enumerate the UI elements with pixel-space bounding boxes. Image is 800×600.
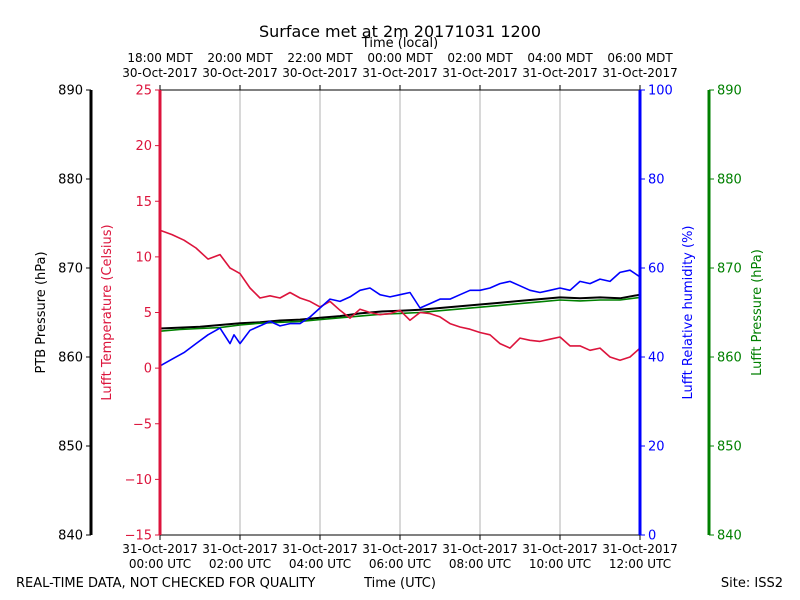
x-tick-label-time: 04:00 UTC — [289, 557, 351, 571]
axis-label-rh: Lufft Relative humidity (%) — [681, 225, 696, 399]
axis-tick-label-temp: 0 — [144, 362, 152, 377]
axis-tick-label-ptb: 840 — [58, 529, 83, 544]
axis-tick-label-rh: 40 — [648, 351, 665, 366]
top-tick-label-date: 30-Oct-2017 — [282, 66, 358, 80]
top-tick-label-time: 04:00 MDT — [527, 51, 593, 65]
x-tick-label-date: 31-Oct-2017 — [282, 542, 358, 556]
axis-tick-label-lufft_p: 870 — [717, 262, 742, 277]
axis-tick-label-ptb: 890 — [58, 84, 83, 99]
x-tick-label-time: 00:00 UTC — [129, 557, 191, 571]
x-tick-label-date: 31-Oct-2017 — [522, 542, 598, 556]
axis-tick-label-ptb: 850 — [58, 440, 83, 455]
axis-tick-label-lufft_p: 880 — [717, 173, 742, 188]
axis-tick-label-temp: −10 — [125, 473, 152, 488]
top-tick-label-time: 06:00 MDT — [607, 51, 673, 65]
axis-label-temp: Lufft Temperature (Celsius) — [100, 224, 115, 400]
x-tick-label-date: 31-Oct-2017 — [442, 542, 518, 556]
axis-tick-label-temp: 15 — [135, 195, 152, 210]
axis-tick-label-temp: −15 — [125, 529, 152, 544]
axis-tick-label-ptb: 880 — [58, 173, 83, 188]
top-axis-label: Time (local) — [361, 36, 438, 51]
axis-tick-label-lufft_p: 840 — [717, 529, 742, 544]
axis-tick-label-temp: −5 — [133, 417, 152, 432]
axis-tick-label-temp: 20 — [135, 139, 152, 154]
top-tick-label-time: 00:00 MDT — [367, 51, 433, 65]
top-tick-label-time: 18:00 MDT — [127, 51, 193, 65]
axis-tick-label-ptb: 860 — [58, 351, 83, 366]
top-tick-label-time: 20:00 MDT — [207, 51, 273, 65]
top-tick-label-date: 30-Oct-2017 — [202, 66, 278, 80]
x-tick-label-date: 31-Oct-2017 — [122, 542, 198, 556]
x-axis-label: Time (UTC) — [363, 576, 436, 591]
axis-label-lufft_p: Lufft Pressure (hPa) — [750, 249, 765, 376]
x-tick-label-date: 31-Oct-2017 — [602, 542, 678, 556]
axis-tick-label-rh: 0 — [648, 529, 656, 544]
axis-tick-label-temp: 25 — [135, 84, 152, 99]
footer-right: Site: ISS2 — [721, 576, 783, 591]
top-tick-label-date: 31-Oct-2017 — [602, 66, 678, 80]
axis-tick-label-rh: 80 — [648, 173, 665, 188]
axis-tick-label-lufft_p: 850 — [717, 440, 742, 455]
top-tick-label-date: 30-Oct-2017 — [122, 66, 198, 80]
series-line-lufft_p — [159, 296, 641, 332]
x-tick-label-time: 12:00 UTC — [609, 557, 671, 571]
axis-tick-label-rh: 60 — [648, 262, 665, 277]
x-tick-label-time: 06:00 UTC — [369, 557, 431, 571]
axis-tick-label-temp: 10 — [135, 250, 152, 265]
series-layer — [159, 229, 641, 367]
chart-title: Surface met at 2m 20171031 1200 — [259, 22, 541, 41]
x-tick-label-time: 08:00 UTC — [449, 557, 511, 571]
top-tick-label-date: 31-Oct-2017 — [362, 66, 438, 80]
axis-tick-label-rh: 100 — [648, 84, 673, 99]
top-tick-label-date: 31-Oct-2017 — [442, 66, 518, 80]
series-line-rh — [159, 269, 641, 367]
x-tick-label-time: 02:00 UTC — [209, 557, 271, 571]
top-tick-label-date: 31-Oct-2017 — [522, 66, 598, 80]
footer-left: REAL-TIME DATA, NOT CHECKED FOR QUALITY — [16, 576, 315, 591]
gridlines — [239, 90, 561, 535]
x-tick-label-date: 31-Oct-2017 — [362, 542, 438, 556]
axis-tick-label-rh: 20 — [648, 440, 665, 455]
top-tick-label-time: 22:00 MDT — [287, 51, 353, 65]
axis-tick-label-lufft_p: 890 — [717, 84, 742, 99]
top-tick-label-time: 02:00 MDT — [447, 51, 513, 65]
axis-tick-label-ptb: 870 — [58, 262, 83, 277]
axis-tick-label-temp: 5 — [144, 306, 152, 321]
axis-tick-label-lufft_p: 860 — [717, 351, 742, 366]
series-line-temp — [159, 229, 641, 362]
axis-label-ptb: PTB Pressure (hPa) — [34, 251, 49, 373]
x-tick-label-time: 10:00 UTC — [529, 557, 591, 571]
x-tick-label-date: 31-Oct-2017 — [202, 542, 278, 556]
